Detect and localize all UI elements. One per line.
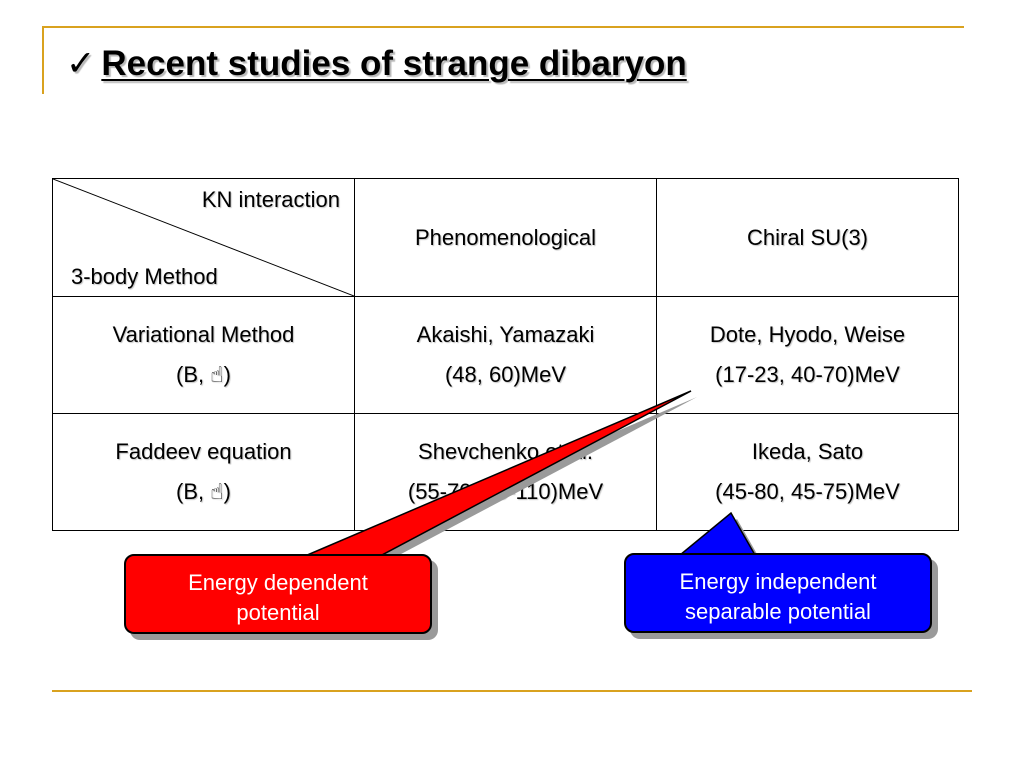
callout-line: Energy dependent (188, 570, 368, 595)
table-row: Faddeev equation (B, ☝) Shevchenko et al… (52, 413, 959, 531)
result-cell: Akaishi, Yamazaki (48, 60)MeV (354, 296, 657, 414)
result-cell: Ikeda, Sato (45-80, 45-75)MeV (656, 413, 959, 531)
frame-top-line (42, 26, 964, 28)
method-sub: (B, ☝) (176, 479, 231, 504)
callout-line: Energy independent (679, 569, 877, 594)
result-energies: (55-70, 90-110)MeV (407, 479, 604, 504)
method-sub: (B, ☝) (176, 362, 231, 387)
method-cell: Variational Method (B, ☝) (52, 296, 355, 414)
result-energies: (48, 60)MeV (444, 362, 567, 387)
method-cell: Faddeev equation (B, ☝) (52, 413, 355, 531)
energy-independent-callout: Energy independent separable potential (624, 553, 932, 633)
callout-line: separable potential (685, 599, 871, 624)
result-authors: Dote, Hyodo, Weise (709, 322, 906, 347)
studies-table: KN interaction 3-body Method Phenomenolo… (52, 178, 959, 531)
result-authors: Shevchenko et al. (418, 439, 593, 464)
frame-bottom-line (52, 690, 972, 692)
corner-bottom-label: 3-body Method (71, 264, 218, 289)
result-authors: Akaishi, Yamazaki (416, 322, 595, 347)
corner-cell: KN interaction 3-body Method (52, 178, 355, 297)
header-phenomenological: Phenomenological (354, 178, 657, 297)
result-energies: (45-80, 45-75)MeV (715, 479, 900, 504)
table-header-row: KN interaction 3-body Method Phenomenolo… (52, 178, 959, 297)
result-cell: Dote, Hyodo, Weise (17-23, 40-70)MeV (656, 296, 959, 414)
frame-left-line (42, 26, 44, 94)
result-cell: Shevchenko et al. (55-70, 90-110)MeV (354, 413, 657, 531)
slide-title: ✓ Recent studies of strange dibaryon (66, 44, 687, 84)
header-chiral: Chiral SU(3) (656, 178, 959, 297)
slide-title-text: Recent studies of strange dibaryon (101, 44, 687, 83)
method-name: Faddeev equation (115, 439, 292, 464)
callout-line: potential (236, 600, 320, 625)
result-energies: (17-23, 40-70)MeV (715, 362, 900, 387)
result-authors: Ikeda, Sato (751, 439, 864, 464)
energy-dependent-callout: Energy dependent potential (124, 554, 432, 634)
table-row: Variational Method (B, ☝) Akaishi, Yamaz… (52, 296, 959, 414)
corner-top-label: KN interaction (201, 187, 340, 212)
checkmark-icon: ✓ (66, 44, 96, 83)
method-name: Variational Method (112, 322, 295, 347)
corner-diagonal-line (53, 179, 354, 296)
